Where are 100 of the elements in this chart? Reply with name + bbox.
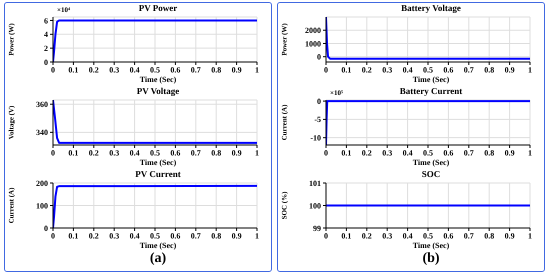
x-axis-title: Time (Sec) — [138, 74, 178, 85]
y-tick-label: -10 — [310, 134, 321, 143]
x-tick-label: 0.8 — [484, 66, 494, 75]
x-tick-label: 0.3 — [382, 66, 392, 75]
x-tick-label: 0.2 — [88, 148, 99, 158]
line-series — [326, 17, 530, 60]
x-tick-label: 0.1 — [68, 232, 78, 241]
y-tick-label: 4 — [44, 30, 48, 40]
x-tick-label: 1 — [528, 148, 532, 158]
x-axis-title: Time (Sec) — [138, 157, 178, 168]
x-tick-label: 0.7 — [464, 232, 474, 241]
x-axis-title: Time (Sec) — [412, 74, 450, 85]
x-tick-label: 0.3 — [109, 148, 120, 158]
y-tick-label: 100 — [309, 201, 321, 210]
y-tick-label: 99 — [313, 224, 321, 233]
x-tick-label: 0.1 — [341, 148, 352, 158]
y-tick-label: 2000 — [305, 26, 321, 36]
x-tick-label: 0.6 — [443, 66, 454, 75]
x-tick-label: 0.2 — [88, 232, 99, 241]
chart-title: PV Current — [134, 169, 182, 180]
y-tick-label: -5 — [314, 115, 321, 124]
x-tick-label: 0 — [324, 232, 328, 241]
line-series — [53, 184, 257, 228]
y-tick-label: 360 — [36, 100, 48, 110]
x-tick-label: 0.2 — [88, 66, 99, 75]
x-tick-label: 0 — [51, 148, 55, 158]
y-tick-label: 1000 — [305, 39, 321, 48]
x-tick-label: 0 — [51, 232, 55, 241]
x-tick-label: 0.9 — [504, 66, 515, 75]
x-tick-label: 0.3 — [382, 148, 392, 158]
x-tick-label: 0 — [324, 148, 328, 158]
x-axis-title: Time (Sec) — [412, 157, 450, 168]
x-tick-label: 0.6 — [170, 232, 180, 241]
x-tick-label: 0.8 — [484, 232, 494, 241]
y-tick-label: 0 — [44, 58, 48, 67]
x-tick-label: 0.4 — [402, 66, 413, 75]
y-tick-label: 0 — [317, 96, 321, 106]
x-tick-label: 0.5 — [150, 148, 160, 158]
x-tick-label: 0.9 — [232, 232, 242, 241]
x-tick-label: 0.1 — [68, 66, 78, 75]
line-series — [53, 19, 257, 62]
y-tick-label: 200 — [36, 178, 48, 188]
x-tick-label: 0 — [51, 66, 55, 75]
x-tick-label: 0.8 — [211, 148, 222, 158]
x-tick-label: 0.4 — [402, 232, 413, 241]
x-tick-label: 1 — [528, 66, 532, 75]
x-tick-label: 0.9 — [232, 66, 242, 75]
x-tick-label: 0.7 — [464, 148, 474, 158]
y-tick-label: 0 — [44, 224, 48, 233]
x-tick-label: 0.3 — [109, 232, 120, 241]
x-tick-label: 0.7 — [190, 66, 201, 75]
x-tick-label: 0.5 — [150, 66, 160, 75]
chart-title: Battery Current — [400, 86, 462, 96]
x-tick-label: 1 — [528, 232, 532, 241]
x-tick-label: 0.4 — [130, 232, 140, 241]
y-tick-label: 0 — [317, 52, 321, 62]
y-tick-label: 340 — [36, 128, 48, 138]
x-axis-title: Time (Sec) — [138, 240, 178, 251]
chart-title: SOC — [420, 169, 442, 180]
x-tick-label: 1 — [255, 66, 259, 75]
x-tick-label: 0.4 — [130, 66, 140, 75]
x-tick-label: 0.9 — [504, 232, 515, 241]
x-tick-label: 0.8 — [211, 66, 222, 75]
x-tick-label: 0.8 — [484, 148, 494, 158]
text: (b) — [421, 251, 441, 267]
x-tick-label: 0.6 — [170, 66, 180, 75]
y-tick-label: 101 — [309, 178, 321, 188]
x-tick-label: 0.8 — [211, 232, 222, 241]
text: (a) — [148, 251, 168, 267]
x-axis-title: Time (Sec) — [412, 240, 450, 251]
x-tick-label: 0.2 — [362, 148, 372, 158]
x-tick-label: 0.6 — [443, 148, 454, 158]
x-tick-label: 0.6 — [170, 148, 180, 158]
x-tick-label: 0.4 — [402, 148, 413, 158]
x-tick-label: 0.7 — [190, 148, 201, 158]
y-tick-label: 100 — [36, 201, 48, 210]
x-tick-label: 0.7 — [464, 66, 474, 75]
x-tick-label: 0.5 — [423, 148, 433, 158]
x-tick-label: 0.1 — [341, 232, 352, 241]
x-tick-label: 0.5 — [150, 232, 160, 241]
x-tick-label: 0.1 — [68, 148, 78, 158]
x-tick-label: 0.5 — [423, 66, 433, 75]
x-tick-label: 0.9 — [504, 148, 515, 158]
x-tick-label: 1 — [255, 148, 259, 158]
x-tick-label: 0.2 — [362, 232, 372, 241]
chart-title: PV Voltage — [136, 86, 180, 97]
x-tick-label: 0.7 — [190, 232, 201, 241]
x-tick-label: 0.2 — [362, 66, 372, 75]
x-tick-label: 0.6 — [443, 232, 454, 241]
x-tick-label: 0.5 — [423, 232, 433, 241]
y-tick-label: 6 — [44, 16, 48, 26]
x-tick-label: 1 — [255, 232, 259, 241]
x-tick-label: 0.9 — [232, 148, 242, 158]
chart-title: Battery Voltage — [400, 3, 462, 14]
x-tick-label: 0 — [324, 66, 328, 75]
x-tick-label: 0.4 — [130, 148, 140, 158]
chart-title: PV Power — [138, 3, 178, 13]
y-tick-label: 2 — [44, 44, 48, 53]
x-tick-label: 0.3 — [382, 232, 392, 241]
x-tick-label: 0.1 — [341, 66, 352, 75]
